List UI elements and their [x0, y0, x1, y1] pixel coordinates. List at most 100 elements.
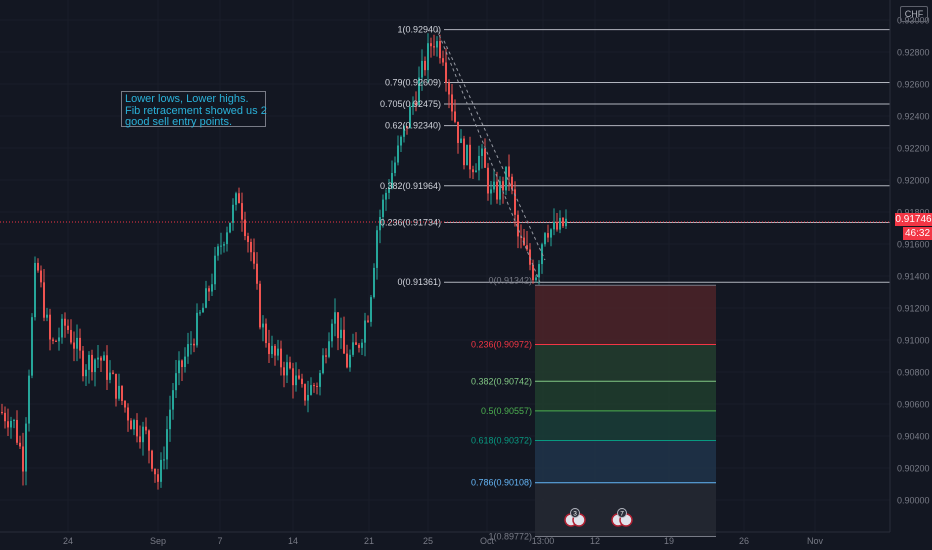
candle-body [181, 360, 183, 368]
candle-body [238, 193, 240, 204]
candle-body [349, 354, 351, 368]
candle-body [340, 329, 342, 339]
candle-body [10, 420, 12, 428]
price-tick-label: 0.92800 [897, 48, 930, 58]
candle-body [496, 181, 498, 200]
candle-body [454, 111, 456, 122]
candle-body [373, 267, 375, 298]
candle-body [70, 329, 72, 343]
fib-level-label: 0.236(0.91734) [380, 218, 441, 228]
price-tick-label: 0.91600 [897, 240, 930, 250]
time-tick-label: 13:00 [532, 536, 555, 546]
candle-body [436, 41, 438, 48]
fib-ext-label: 0.382(0.90742) [471, 376, 532, 386]
candle-body [466, 144, 468, 166]
fib-ext-label: 0.5(0.90557) [481, 406, 532, 416]
candle-body [535, 277, 537, 281]
candle-body [544, 233, 546, 245]
candle-body [133, 420, 135, 430]
candle-body [271, 345, 273, 355]
last-price-label: 0.91746 [895, 213, 932, 226]
candle-body [259, 283, 261, 328]
candle-body [439, 41, 441, 59]
candle-body [421, 60, 423, 78]
candle-body [322, 355, 324, 374]
candle-body [109, 372, 111, 380]
candle-body [73, 342, 75, 349]
candle-body [550, 229, 552, 238]
candle-body [67, 325, 69, 330]
candle-body [202, 307, 204, 313]
candle-body [151, 450, 153, 469]
fib-labels: 1(0.92940) 0.79(0.92609) 0.705(0.92475) 0.6… [380, 25, 532, 542]
candle-body [55, 340, 57, 342]
candle-body [487, 167, 489, 194]
candle-body [58, 337, 60, 342]
candle-body [4, 412, 6, 422]
time-tick-label: Oct [480, 536, 495, 546]
time-tick-label: 24 [63, 536, 73, 546]
candle-body [475, 170, 477, 173]
candle-body [211, 284, 213, 292]
candle-body [25, 423, 27, 472]
candle-body [187, 344, 189, 357]
candle-body [166, 429, 168, 460]
time-tick-label: 25 [423, 536, 433, 546]
candle-body [490, 189, 492, 194]
candle-body [418, 77, 420, 106]
candle-body [49, 314, 51, 340]
candle-body [355, 342, 357, 345]
candle-body [241, 203, 243, 220]
candle-body [517, 214, 519, 237]
candle-body [40, 270, 42, 283]
candle-body [502, 181, 504, 191]
candle-body [1, 412, 3, 413]
candle-body [412, 102, 414, 107]
candle-body [232, 204, 234, 223]
fib-zone [535, 285, 716, 345]
candle-body [268, 343, 270, 355]
fib-ext-label: 1(0.89772) [488, 531, 532, 541]
candle-body [193, 343, 195, 346]
candle-body [538, 264, 540, 278]
candle-body [253, 252, 255, 264]
candle-body [352, 342, 354, 355]
candle-body [328, 341, 330, 357]
currency-badge[interactable]: CHF [900, 6, 928, 22]
economic-event-icon-1[interactable]: 3 [564, 508, 586, 528]
candle-body [457, 121, 459, 143]
candle-body [391, 173, 393, 188]
candle-body [235, 193, 237, 205]
candle-body [523, 237, 525, 246]
candle-body [43, 282, 45, 318]
time-tick-label: 12 [590, 536, 600, 546]
candle-body [145, 426, 147, 431]
candle-body [85, 369, 87, 377]
candle-body [52, 339, 54, 341]
candle-body [385, 192, 387, 200]
candle-body [442, 58, 444, 63]
annotation-line-1: Lower lows, Lower highs. [125, 93, 249, 105]
fib-retracement-lines [444, 29, 890, 283]
candle-body [403, 126, 405, 137]
candle-body [484, 148, 486, 168]
text-annotation[interactable]: Lower lows, Lower highs. Fib retracement… [121, 91, 267, 128]
price-tick-label: 0.91000 [897, 336, 930, 346]
candle-body [13, 419, 15, 421]
candle-body [163, 459, 165, 461]
price-tick-label: 0.92600 [897, 80, 930, 90]
candle-body [37, 262, 39, 271]
candle-body [280, 348, 282, 368]
economic-event-icon-2[interactable]: 7 [611, 508, 633, 528]
candle-body [142, 426, 144, 443]
candle-body [214, 255, 216, 285]
fib-level-label: 0.705(0.92475) [380, 99, 441, 109]
candle-body [79, 337, 81, 351]
grid [0, 0, 890, 532]
candle-body [112, 372, 114, 374]
fib-zone [535, 440, 716, 483]
candle-body [7, 421, 9, 428]
candle-body [217, 246, 219, 256]
candle-body [154, 468, 156, 475]
